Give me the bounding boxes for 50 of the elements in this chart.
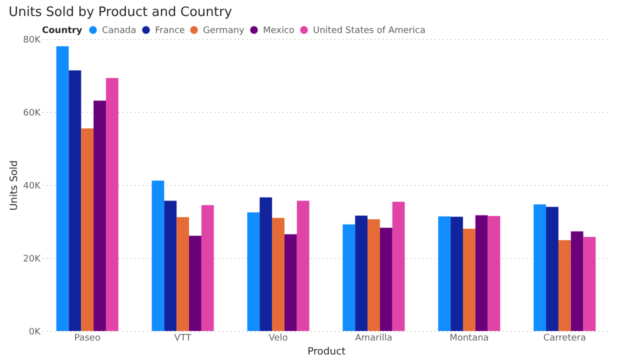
bar xyxy=(106,78,118,331)
legend-label: Canada xyxy=(102,26,136,36)
legend-label: France xyxy=(155,26,186,36)
bar xyxy=(475,215,488,331)
bar xyxy=(450,216,463,331)
legend-label: Germany xyxy=(203,26,246,36)
bar xyxy=(488,216,500,331)
bar xyxy=(247,212,260,331)
bar xyxy=(570,231,584,331)
bar xyxy=(462,228,476,331)
bar xyxy=(438,216,451,331)
bar xyxy=(94,100,106,331)
x-axis-title: Product xyxy=(308,346,346,358)
bar xyxy=(164,200,177,331)
bar xyxy=(558,240,571,331)
x-tick-label: VTT xyxy=(174,334,192,344)
chart-title: Units Sold by Product and Country xyxy=(8,5,232,20)
x-tick-label: Paseo xyxy=(74,334,101,344)
bar xyxy=(189,236,202,331)
y-tick-label: 80K xyxy=(23,36,42,46)
bar xyxy=(368,219,380,331)
legend-label: Mexico xyxy=(263,26,295,36)
bar xyxy=(68,70,82,331)
bar xyxy=(260,197,272,331)
bar xyxy=(534,204,546,331)
x-tick-label: Velo xyxy=(268,334,288,344)
x-tick-label: Carretera xyxy=(543,334,586,344)
bar xyxy=(176,217,190,331)
bar xyxy=(56,46,69,331)
y-tick-label: 60K xyxy=(23,108,42,118)
y-tick-label: 40K xyxy=(23,182,42,192)
bar xyxy=(546,206,558,331)
x-tick-label: Amarilla xyxy=(355,334,392,344)
bar xyxy=(272,218,284,331)
bar xyxy=(380,228,392,331)
x-tick-label: Montana xyxy=(450,334,489,344)
bar xyxy=(355,216,368,331)
legend-label: United States of America xyxy=(313,26,426,36)
bar xyxy=(342,224,356,331)
y-tick-label: 20K xyxy=(23,254,42,264)
bar xyxy=(583,236,596,331)
y-axis-title: Units Sold xyxy=(9,160,20,211)
bar xyxy=(284,234,297,331)
bar xyxy=(81,128,94,331)
bar xyxy=(296,200,310,331)
legend-title: Country xyxy=(42,26,82,36)
bar xyxy=(152,180,164,331)
y-tick-label: 0K xyxy=(28,328,42,338)
bar xyxy=(392,202,405,331)
bar xyxy=(201,205,214,331)
